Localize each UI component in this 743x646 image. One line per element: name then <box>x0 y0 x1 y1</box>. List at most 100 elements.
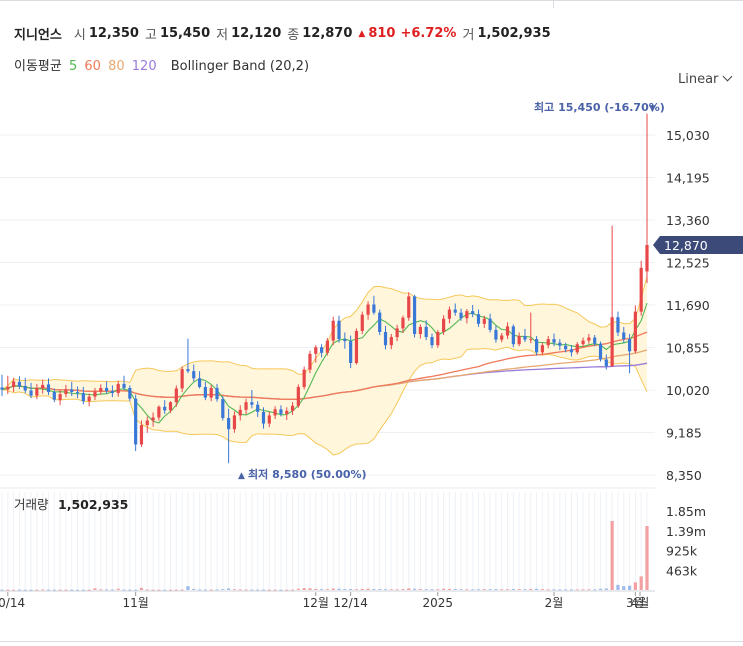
volume-bar <box>215 589 219 591</box>
volume-bar <box>0 589 4 591</box>
candle-body <box>197 378 202 387</box>
volume-bar <box>23 589 27 591</box>
candle-body <box>471 311 475 315</box>
candle-body <box>534 339 539 353</box>
volume-bar <box>221 589 225 590</box>
candle-body <box>244 402 248 410</box>
candle-body <box>267 415 271 424</box>
high-label: 고 <box>144 28 157 43</box>
volume-bar <box>157 589 161 591</box>
ma120-legend: 120 <box>131 59 157 74</box>
volume-bar <box>267 589 271 591</box>
volume-bar <box>35 589 39 591</box>
candle-body <box>192 371 196 379</box>
volume-bar <box>29 589 33 591</box>
volume-bar <box>378 589 382 590</box>
candle-body <box>407 296 411 318</box>
min-marker-icon: ▲ <box>238 471 245 481</box>
candle-body <box>337 320 341 340</box>
candle-body <box>505 326 510 336</box>
volume-bar <box>186 586 190 590</box>
volume-tick-label: 463k <box>666 563 698 578</box>
candle-body <box>639 267 643 312</box>
y-tick-label: 11,690 <box>666 298 710 313</box>
candle-body <box>633 311 637 352</box>
bollinger-legend: Bollinger Band (20,2) <box>170 59 310 74</box>
candle-body <box>29 390 33 396</box>
volume-bar <box>52 589 56 591</box>
candle-body <box>476 314 481 324</box>
x-tick-label: 12/14 <box>333 596 368 610</box>
candle-body <box>366 304 370 315</box>
candle-body <box>261 411 266 424</box>
volume-bar <box>70 589 74 591</box>
volume-bar <box>633 582 637 590</box>
candle-body <box>75 392 80 394</box>
volume-bar <box>488 589 492 591</box>
candle-body <box>52 392 56 400</box>
volume-bar <box>360 588 364 590</box>
candle-body <box>622 332 626 340</box>
y-tick-label: 9,185 <box>666 426 702 441</box>
volume-bar <box>598 588 603 590</box>
top-border <box>0 0 743 1</box>
volume-bar <box>58 589 62 591</box>
candle-body <box>285 410 289 414</box>
candle-body <box>604 359 608 367</box>
volume-bar <box>17 589 22 591</box>
volume-bar <box>366 588 370 590</box>
candle-body <box>0 387 4 390</box>
scale-selector[interactable]: Linear <box>678 71 733 87</box>
ma60-legend: 60 <box>84 59 101 74</box>
price-summary: 지니언스 시 12,350 고 15,450 저 12,120 종 12,870… <box>14 24 557 43</box>
candle-body <box>110 391 115 394</box>
volume-bar <box>401 589 405 590</box>
volume-bar <box>209 589 213 591</box>
volume-bar <box>337 588 341 590</box>
volume-bar <box>314 588 318 590</box>
candle-body <box>442 318 446 332</box>
candle-body <box>232 415 237 430</box>
volume-bar <box>616 584 620 590</box>
candle-body <box>64 389 68 395</box>
candle-body <box>145 420 149 426</box>
candle-body <box>349 341 353 364</box>
max-marker-icon: ▼ <box>649 104 656 114</box>
candle-body <box>296 386 300 406</box>
volume-bar <box>581 589 585 591</box>
y-tick-label: 13,360 <box>666 213 710 228</box>
candle-body <box>238 409 242 416</box>
candle-body <box>389 337 393 346</box>
candle-body <box>459 312 463 319</box>
volume-bar <box>139 587 144 590</box>
volume-bar <box>627 585 632 590</box>
volume-bar <box>192 588 196 590</box>
candle-body <box>273 409 277 416</box>
ma5-line <box>1 302 648 424</box>
candle-body <box>180 369 184 389</box>
change-percent: +6.72% <box>400 26 457 41</box>
volume-bar <box>163 589 167 591</box>
volume-tick-label: 925k <box>666 544 698 559</box>
candle-body <box>93 391 97 397</box>
candle-body <box>610 317 614 367</box>
volume-bar <box>436 589 440 591</box>
volume-tick-label: 1.85m <box>666 504 706 519</box>
volume-bar <box>285 589 289 591</box>
ma-label: 이동평균 <box>14 59 62 74</box>
indicator-legend[interactable]: 이동평균 5 60 80 120 Bollinger Band (20,2) <box>14 55 312 74</box>
volume-bar <box>41 589 45 591</box>
volume-bar <box>430 589 434 591</box>
candle-body <box>151 417 155 421</box>
candle-body <box>616 317 620 333</box>
candle-body <box>488 318 492 330</box>
x-tick-label: 3월 <box>626 596 645 610</box>
candle-body <box>17 381 22 387</box>
x-tick-label: 11월 <box>122 596 148 610</box>
volume-bar <box>145 589 149 591</box>
volume-bar <box>343 589 347 590</box>
volume-bar <box>500 589 504 591</box>
volume-bar <box>517 589 521 590</box>
y-tick-label: 12,525 <box>666 256 710 271</box>
